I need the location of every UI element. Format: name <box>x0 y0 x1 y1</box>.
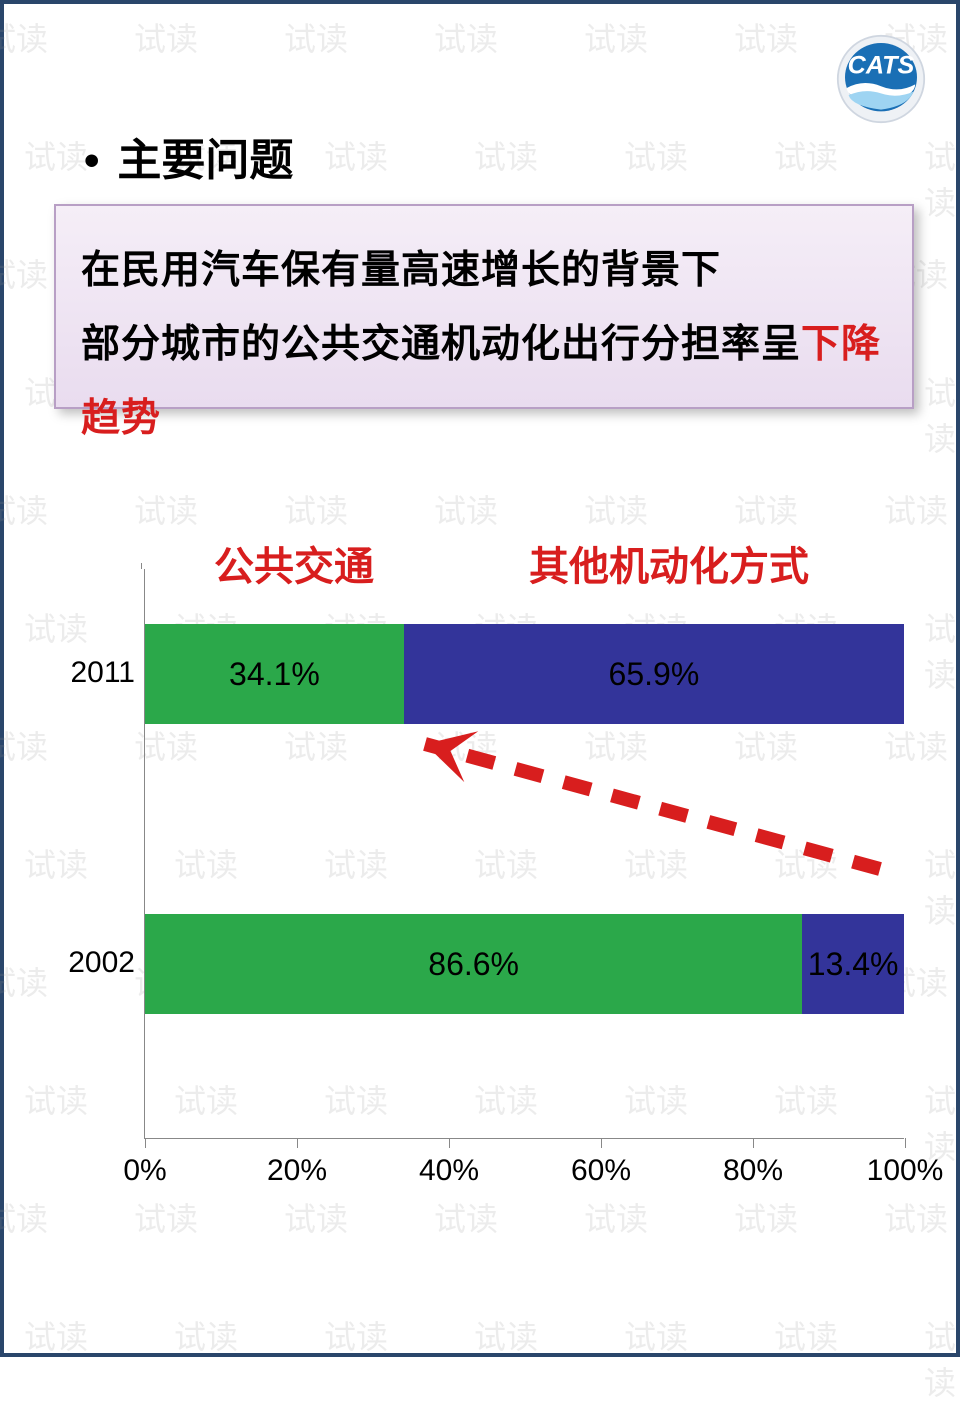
y-label-2011: 2011 <box>65 656 135 690</box>
watermark-text: 试读 <box>434 486 498 532</box>
y-label-2002: 2002 <box>65 946 135 980</box>
callout-line-2-pre: 部分城市的公共交通机动化出行分担率呈 <box>81 323 801 366</box>
watermark-text: 试读 <box>324 1312 388 1358</box>
cats-logo: CATS <box>836 34 926 122</box>
watermark-text: 试读 <box>134 14 198 60</box>
watermark-text: 试读 <box>0 958 48 1004</box>
watermark-text: 试读 <box>584 486 648 532</box>
watermark-text: 试读 <box>924 1312 956 1404</box>
x-axis-label: 60% <box>571 1154 631 1188</box>
section-title: 主要问题 <box>84 124 293 188</box>
x-axis-label: 0% <box>123 1154 166 1188</box>
watermark-text: 试读 <box>174 1312 238 1358</box>
axis-tick-top <box>141 563 145 569</box>
x-tick <box>297 1138 298 1148</box>
chart-plot: 2011 34.1% 65.9% 2002 86.6% 13.4% 0%20%4… <box>144 569 904 1139</box>
watermark-text: 试读 <box>924 132 956 224</box>
x-tick <box>753 1138 754 1148</box>
bar-row-2002: 86.6% 13.4% <box>145 914 904 1014</box>
watermark-text: 试读 <box>24 132 88 178</box>
chart-area: 公共交通 其他机动化方式 2011 34.1% 65.9% 2002 86.6%… <box>64 534 904 1229</box>
bar-2011-public: 34.1% <box>145 624 404 724</box>
watermark-text: 试读 <box>924 604 956 696</box>
bar-2002-public: 86.6% <box>145 914 802 1014</box>
bar-row-2011: 34.1% 65.9% <box>145 624 904 724</box>
watermark-text: 试读 <box>734 14 798 60</box>
logo-svg: CATS <box>836 34 926 124</box>
watermark-text: 试读 <box>0 722 48 768</box>
x-axis-label: 100% <box>867 1154 944 1188</box>
watermark-text: 试读 <box>134 486 198 532</box>
trend-arrow-line <box>425 744 880 869</box>
svg-text:CATS: CATS <box>848 52 915 80</box>
watermark-text: 试读 <box>924 368 956 460</box>
x-axis-label: 20% <box>267 1154 327 1188</box>
watermark-text: 试读 <box>884 486 948 532</box>
slide-frame: 试读试读试读试读试读试读试读试读试读试读试读试读试读试读试读试读试读试读试读试读… <box>0 0 960 1357</box>
x-axis-label: 80% <box>723 1154 783 1188</box>
callout-line-2: 部分城市的公共交通机动化出行分担率呈下降趋势 <box>81 308 887 456</box>
callout-line-1: 在民用汽车保有量高速增长的背景下 <box>81 234 887 308</box>
x-axis-label: 40% <box>419 1154 479 1188</box>
watermark-text: 试读 <box>734 486 798 532</box>
watermark-text: 试读 <box>584 14 648 60</box>
watermark-text: 试读 <box>624 132 688 178</box>
watermark-text: 试读 <box>284 14 348 60</box>
x-tick <box>905 1138 906 1148</box>
callout-box: 在民用汽车保有量高速增长的背景下 部分城市的公共交通机动化出行分担率呈下降趋势 <box>54 204 914 409</box>
bar-2011-other: 65.9% <box>404 624 904 724</box>
trend-arrow-head <box>425 731 478 782</box>
watermark-text: 试读 <box>0 486 48 532</box>
watermark-text: 试读 <box>474 132 538 178</box>
watermark-text: 试读 <box>474 1312 538 1358</box>
x-tick <box>449 1138 450 1148</box>
watermark-text: 试读 <box>0 1194 48 1240</box>
bar-2002-other: 13.4% <box>802 914 904 1014</box>
watermark-text: 试读 <box>774 132 838 178</box>
watermark-text: 试读 <box>924 840 956 932</box>
x-tick <box>145 1138 146 1148</box>
x-tick <box>601 1138 602 1148</box>
watermark-text: 试读 <box>24 1312 88 1358</box>
watermark-text: 试读 <box>434 14 498 60</box>
watermark-text: 试读 <box>0 250 48 296</box>
watermark-text: 试读 <box>0 14 48 60</box>
watermark-text: 试读 <box>624 1312 688 1358</box>
watermark-text: 试读 <box>324 132 388 178</box>
watermark-text: 试读 <box>774 1312 838 1358</box>
watermark-text: 试读 <box>284 486 348 532</box>
